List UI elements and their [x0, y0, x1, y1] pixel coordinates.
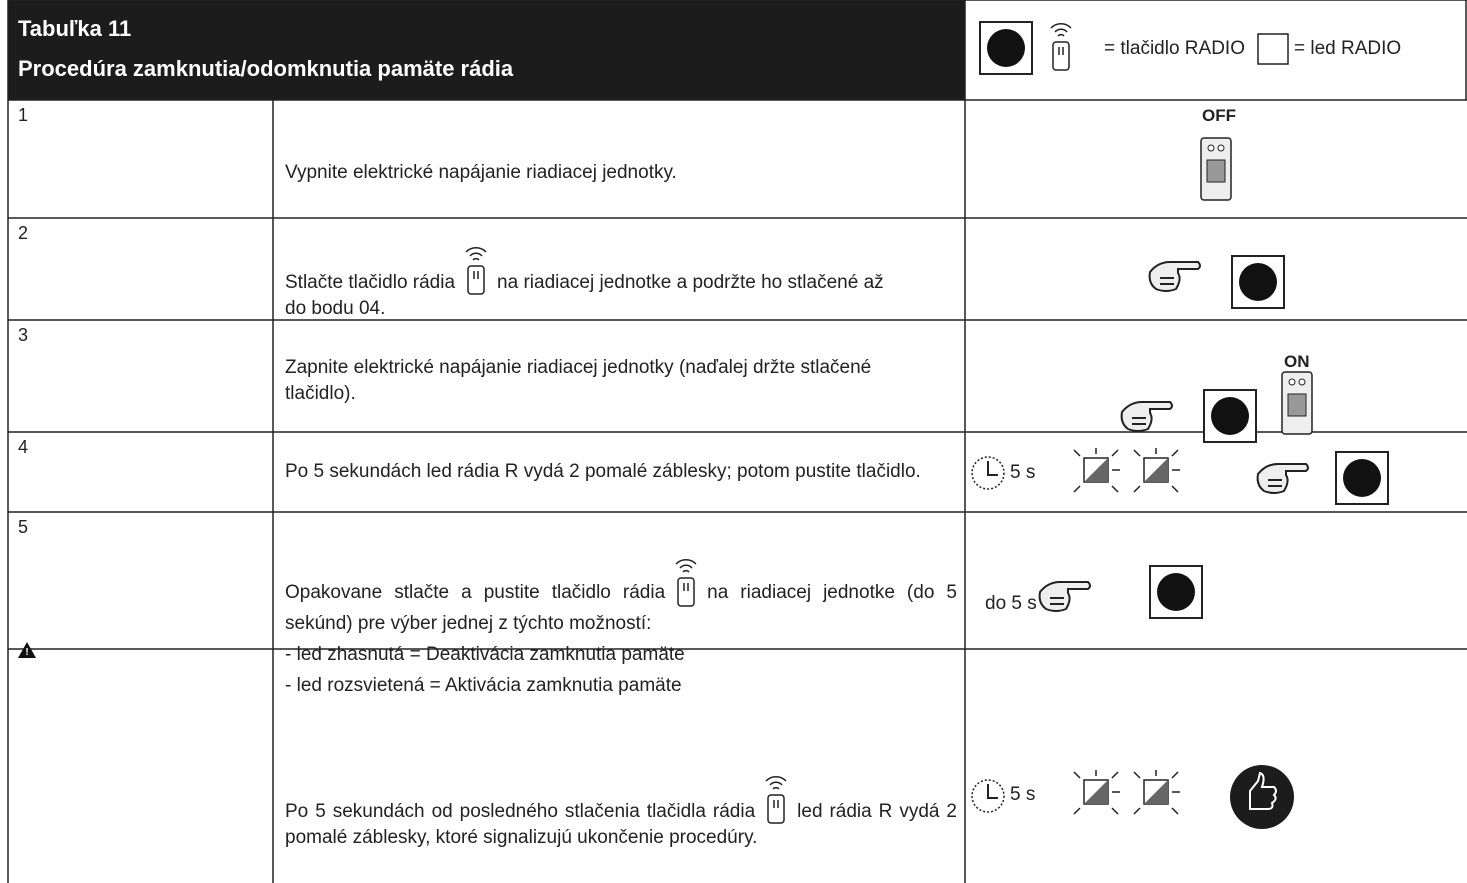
step-text: Po 5 sekundách led rádia R vydá 2 pomalé… — [285, 461, 921, 482]
remote-icon — [465, 247, 487, 295]
step-text: Opakovane stlačte a pustite tlačidlo rád… — [285, 558, 957, 701]
step: 4 — [18, 437, 29, 457]
icon-label: 5 s — [1010, 784, 1036, 805]
legend-led: = led RADIO — [1294, 38, 1402, 59]
remote-icon — [765, 776, 787, 824]
text: led rádia R vydá 2 pomalé záblesky, ktor… — [285, 801, 957, 848]
step-text: Vypnite elektrické napájanie riadiacej j… — [285, 162, 677, 183]
icon-label: do 5 s — [985, 593, 1037, 614]
option: - led rozsvietená = Aktivácia zamknutia … — [285, 675, 682, 696]
step: 1 — [18, 105, 29, 125]
step-text: Zapnite elektrické napájanie riadiacej j… — [285, 357, 872, 404]
step: 3 — [18, 325, 29, 345]
step-text: Po 5 sekundách od posledného stlačenia t… — [285, 775, 957, 851]
legend-button: = tlačidlo RADIO — [1104, 38, 1245, 59]
icon-label: OFF — [1202, 106, 1236, 125]
icon-label: 5 s — [1010, 462, 1036, 483]
text: Stlačte tlačidlo rádia — [285, 272, 456, 293]
option: - led zhasnutá = Deaktivácia zamknutia p… — [285, 644, 685, 665]
text: Opakovane stlačte a pustite tlačidlo rád… — [285, 582, 666, 603]
step: 2 — [18, 223, 29, 243]
icon-label: ON — [1284, 352, 1310, 371]
svg-text:!: ! — [25, 647, 28, 658]
header: Tabuľka 11 Procedúra zamknutia/odomknuti… — [8, 0, 965, 100]
remote-icon — [675, 559, 697, 607]
text: na riadiacej jednotke a podržte ho stlač… — [285, 272, 884, 319]
title: Tabuľka 11 — [18, 16, 132, 41]
step: 5 — [18, 517, 29, 537]
subtitle: Procedúra zamknutia/odomknutia pamäte rá… — [18, 56, 514, 81]
text: Po 5 sekundách od posledného stlačenia t… — [285, 801, 756, 822]
text: na riadiacej jednotke (do 5 sekúnd) pre … — [285, 582, 957, 634]
step-text: Stlačte tlačidlo rádia na riadiacej jedno… — [285, 246, 905, 322]
